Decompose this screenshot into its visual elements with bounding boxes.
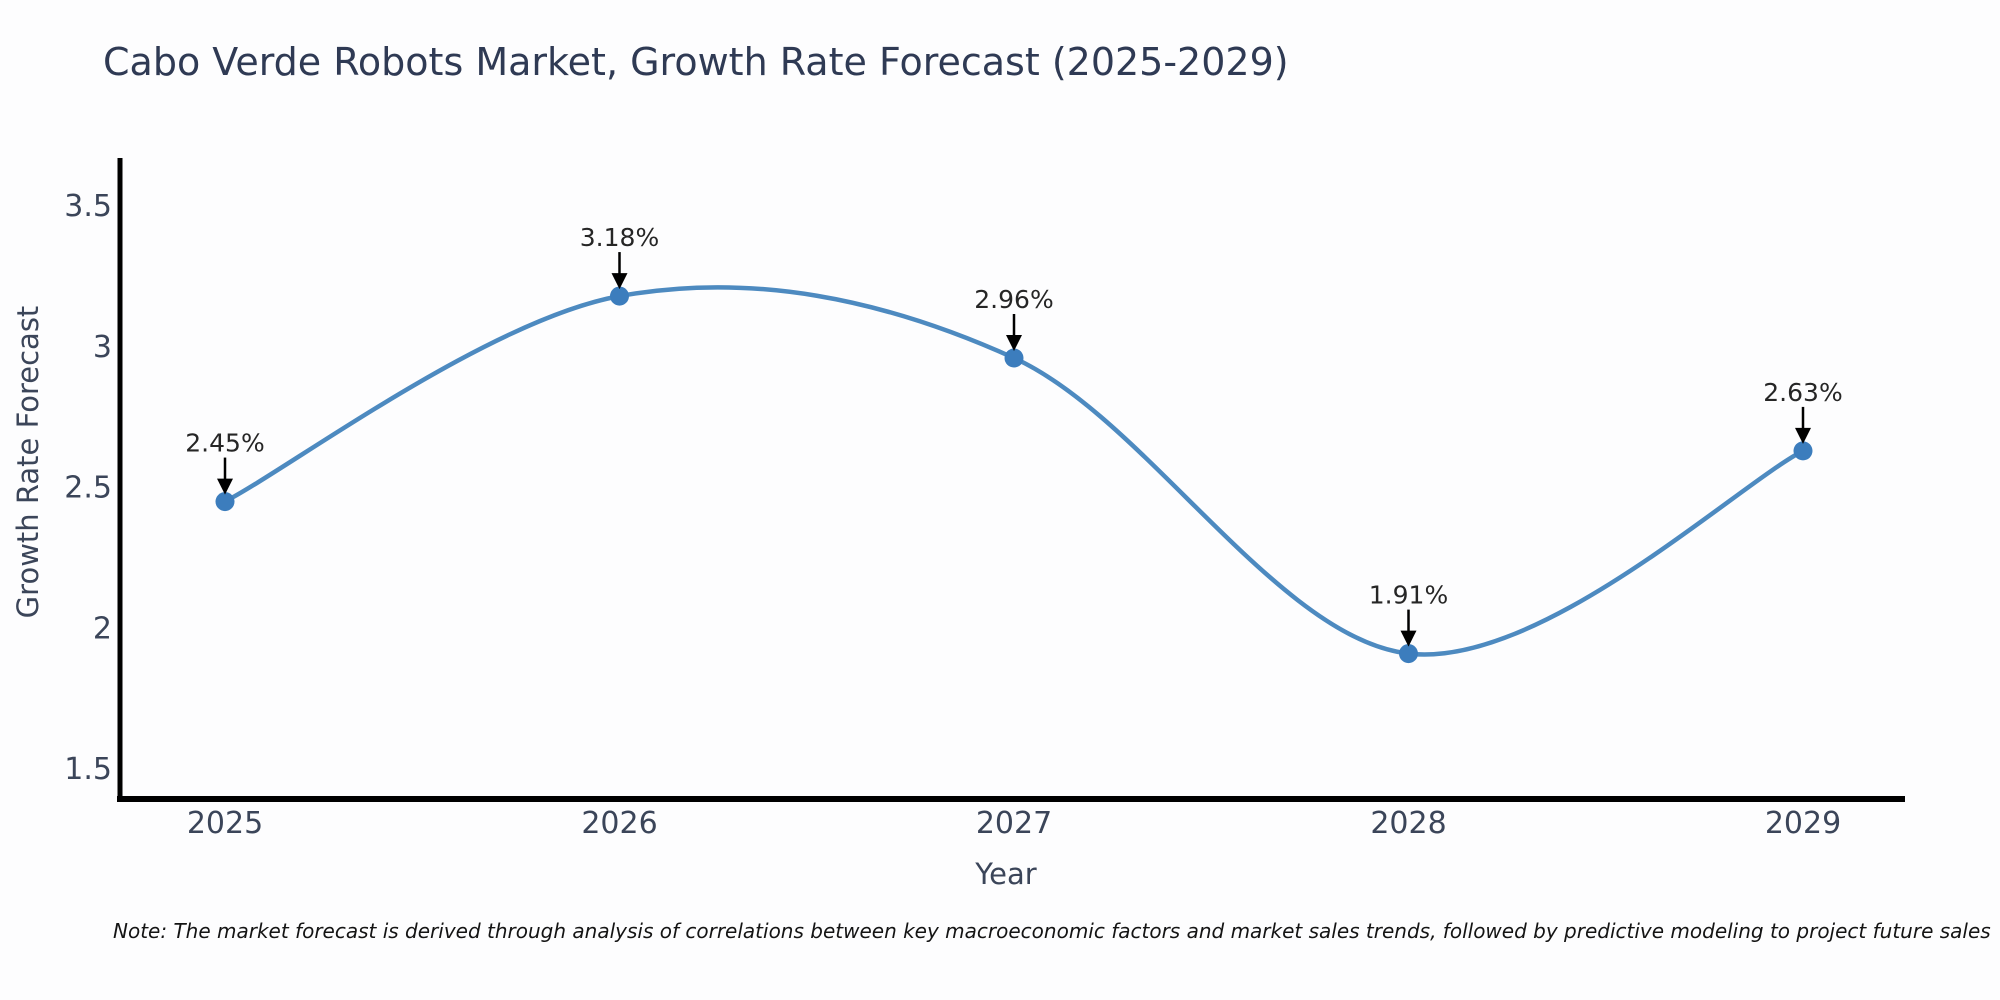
annotation-arrow-head	[217, 478, 233, 495]
data-point-label: 2.96%	[974, 285, 1053, 314]
x-tick-label: 2028	[1370, 806, 1446, 841]
chart-title: Cabo Verde Robots Market, Growth Rate Fo…	[103, 40, 1289, 84]
data-point-label: 2.45%	[185, 429, 264, 458]
y-tick-label: 3.5	[64, 189, 112, 224]
x-tick-label: 2029	[1765, 806, 1841, 841]
chart-footnote: Note: The market forecast is derived thr…	[113, 919, 1991, 943]
data-point-marker	[1793, 441, 1813, 461]
data-point-marker	[1004, 348, 1024, 368]
annotation-arrow-head	[1795, 427, 1811, 444]
y-tick-label: 2	[93, 611, 112, 646]
annotation-arrow-head	[1400, 630, 1417, 647]
data-point-label: 2.63%	[1763, 378, 1842, 407]
data-point-marker	[215, 492, 235, 512]
x-tick-label: 2027	[976, 806, 1052, 841]
annotation-arrow-head	[611, 273, 628, 290]
data-point-label: 1.91%	[1369, 581, 1448, 610]
annotation-arrow-head	[1006, 335, 1022, 352]
data-point-label: 3.18%	[580, 223, 659, 252]
y-tick-label: 3	[93, 330, 112, 365]
y-tick-label: 2.5	[64, 471, 112, 506]
data-point-marker	[1399, 644, 1418, 664]
y-tick-label: 1.5	[64, 752, 112, 787]
x-tick-label: 2026	[581, 806, 657, 841]
x-axis-title: Year	[975, 857, 1037, 891]
data-point-marker	[610, 286, 629, 306]
x-tick-label: 2025	[187, 806, 263, 841]
